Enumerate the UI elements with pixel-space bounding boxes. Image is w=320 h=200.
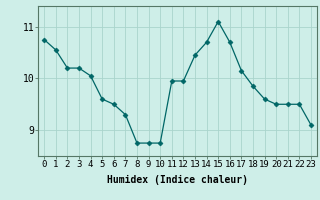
X-axis label: Humidex (Indice chaleur): Humidex (Indice chaleur): [107, 175, 248, 185]
